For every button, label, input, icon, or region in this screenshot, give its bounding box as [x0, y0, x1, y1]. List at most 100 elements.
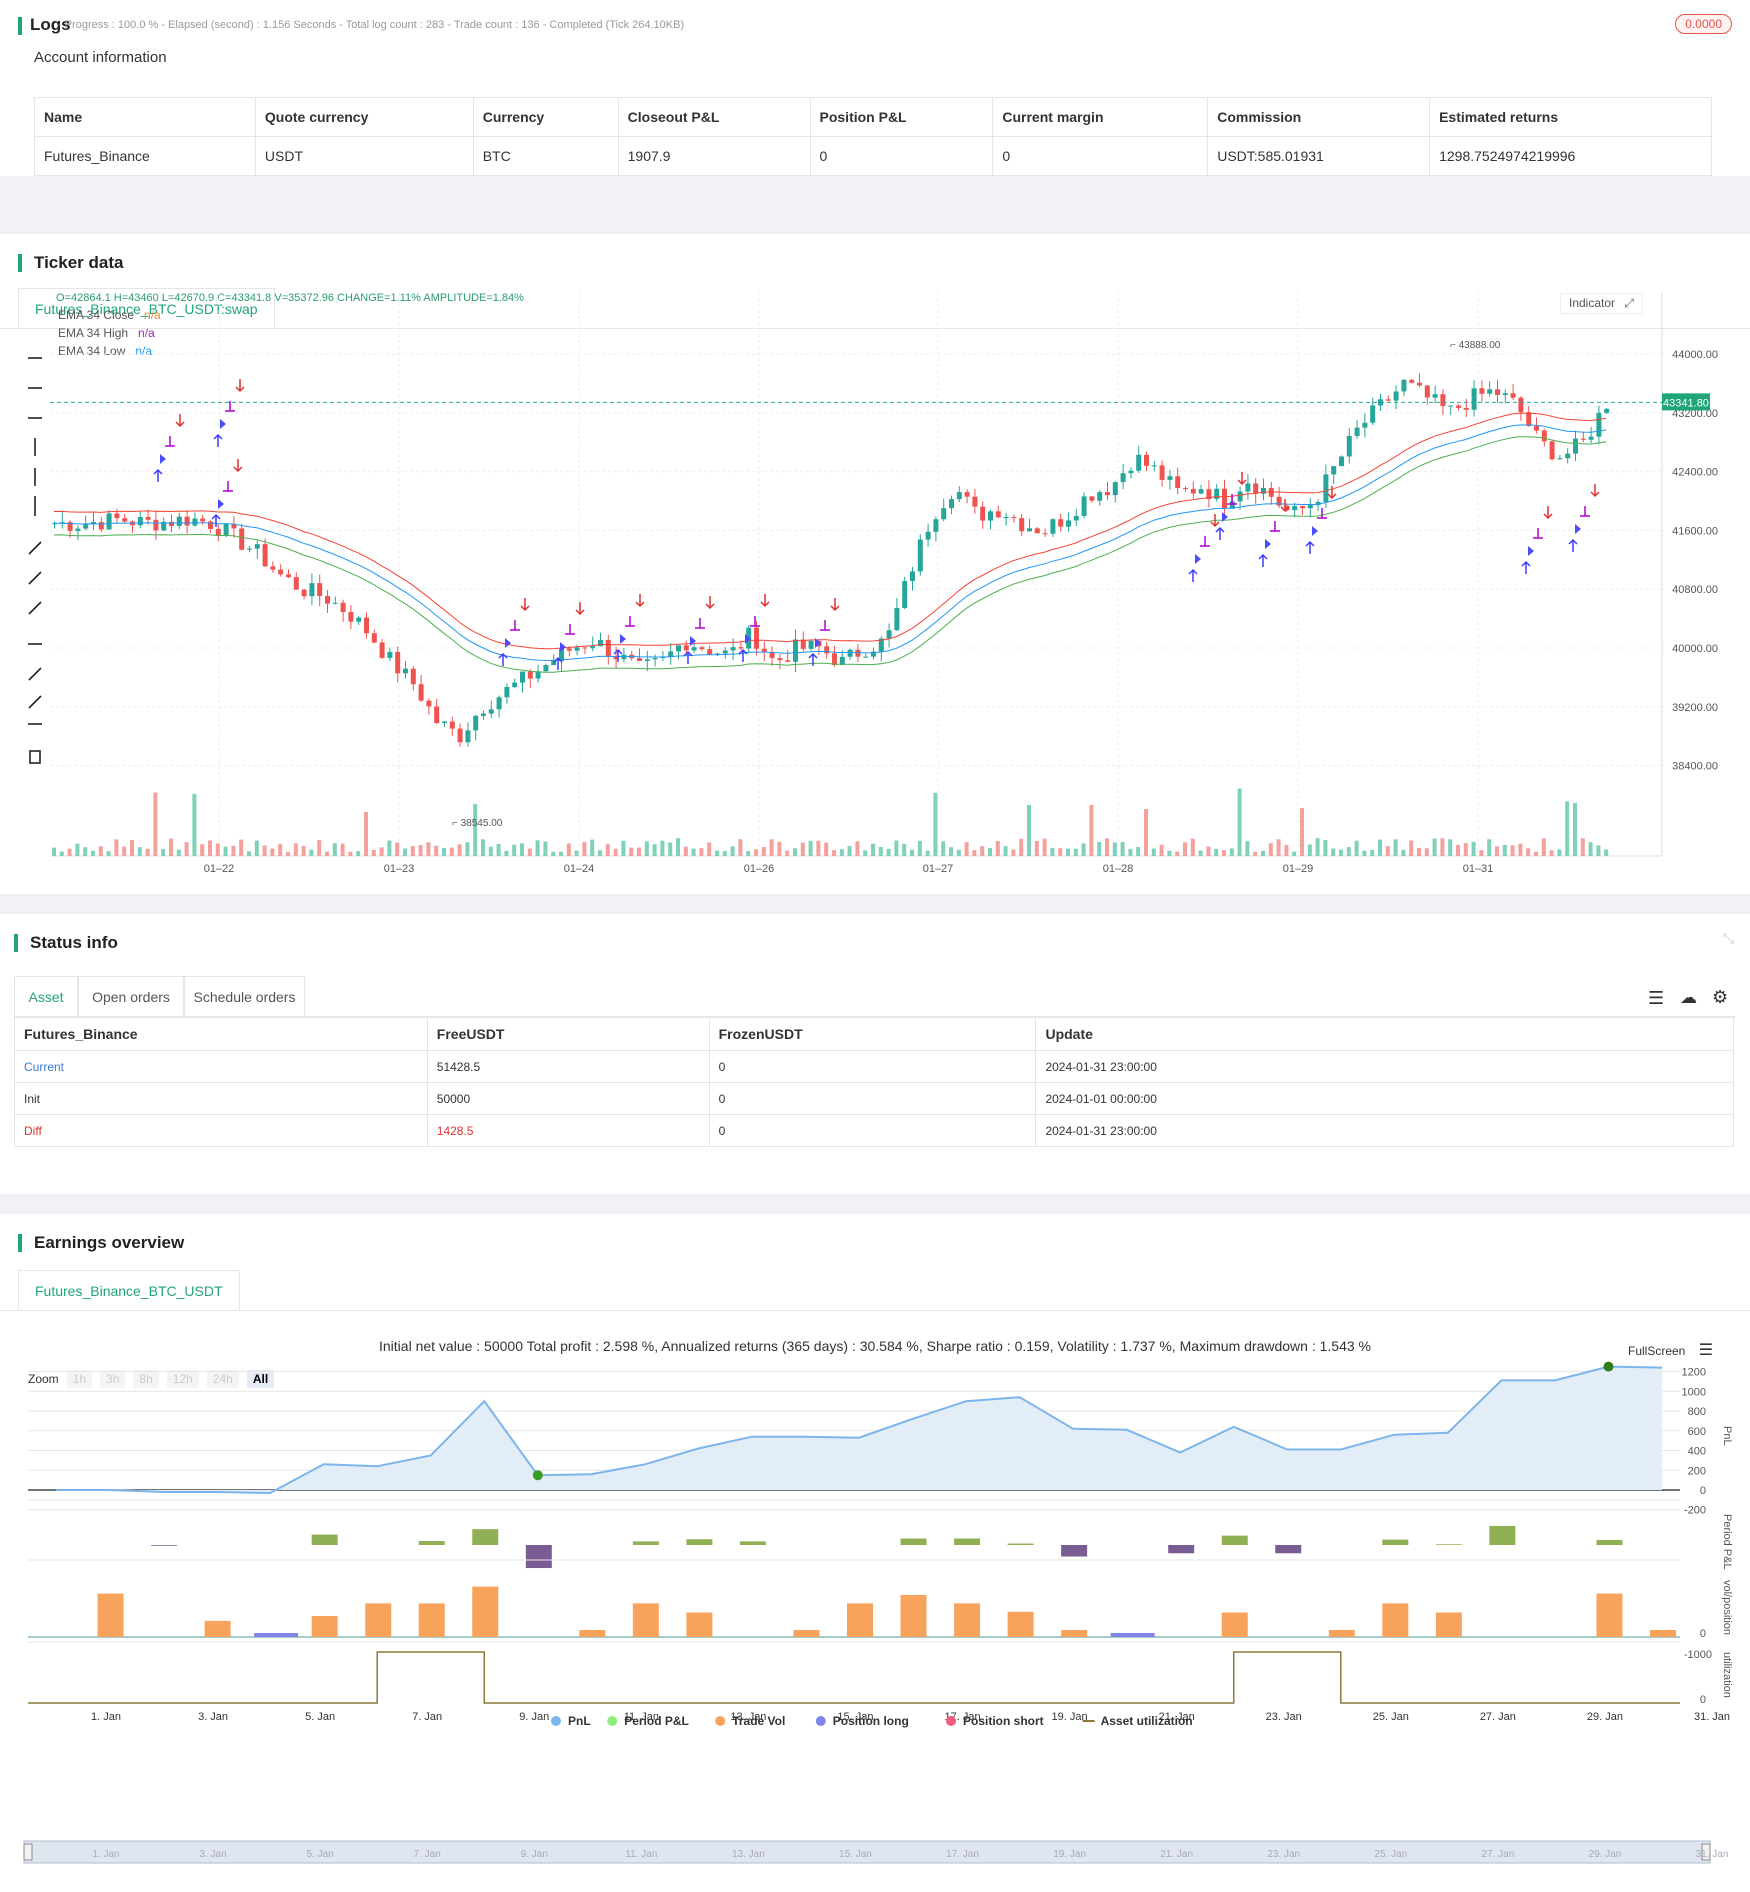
volume-bar [161, 849, 166, 856]
status-tab[interactable]: Open orders [78, 976, 184, 1016]
status-tab[interactable]: Schedule orders [184, 976, 305, 1016]
account-table: Name Quote currency Currency Closeout P&L Po… [34, 97, 1712, 176]
legend-item[interactable]: Position short [946, 1714, 1044, 1728]
list-icon[interactable]: ☰ [1648, 988, 1665, 1008]
volume-bar [192, 793, 197, 856]
candle-body [1541, 430, 1547, 442]
candle-body [964, 492, 970, 497]
pnl-tick: 600 [1688, 1426, 1706, 1438]
legend-label: Position long [833, 1714, 909, 1728]
candle-body [793, 639, 798, 662]
candlestick-chart[interactable]: 44000.00 43200.00 42400.00 41600.00 40800.00… [0, 234, 1750, 894]
legend-item[interactable]: Position long [815, 1714, 909, 1728]
candle-body [1401, 379, 1407, 392]
volume-bar [1159, 844, 1164, 856]
candle-body [114, 513, 120, 519]
menu-icon[interactable]: ☰ [1698, 1342, 1714, 1359]
volume-bar [621, 840, 626, 856]
zoom-option[interactable]: All [246, 1370, 275, 1388]
candle-body [293, 577, 299, 590]
zoom-option[interactable]: 3h [100, 1370, 126, 1388]
date-tick: 3. Jan [198, 1711, 228, 1723]
candle-body [1565, 453, 1571, 459]
tab-ticker-swap[interactable]: Futures_Binance_BTC_USDT:swap [18, 288, 275, 328]
candle-body [278, 569, 284, 575]
candle-body [933, 519, 939, 532]
volume-bar [543, 841, 548, 856]
volume-bar [1339, 849, 1343, 856]
candle-body [956, 492, 962, 500]
fib-fan-icon[interactable] [28, 695, 42, 709]
status-tab[interactable]: Asset [14, 976, 78, 1016]
legend-label: Position short [963, 1714, 1044, 1728]
legend-item[interactable]: Asset utilization [1082, 1714, 1193, 1728]
volume-bar [145, 848, 150, 856]
volume-bar [1448, 839, 1453, 856]
volume-bar [348, 851, 353, 856]
volume-bar [1588, 842, 1593, 856]
close-marker [695, 618, 705, 629]
earnings-tab-rule [0, 1310, 1750, 1311]
trash-icon[interactable] [29, 750, 41, 764]
candle-body [1300, 506, 1305, 509]
volume-bar [1370, 849, 1375, 856]
tab-earnings[interactable]: Futures_Binance_BTC_USDT [18, 1270, 240, 1310]
candle-body [52, 523, 57, 525]
candle-body [145, 516, 151, 520]
volume-bar [1112, 842, 1117, 856]
volume-bar [1237, 788, 1242, 856]
asset-cell: Diff [14, 1114, 428, 1147]
volume-bar [769, 839, 774, 856]
zoom-option[interactable]: 12h [166, 1370, 199, 1388]
zoom-option[interactable]: 24h [206, 1370, 239, 1388]
zoom-option[interactable]: 1h [66, 1370, 93, 1388]
candle-body [286, 574, 291, 578]
trend-line-icon[interactable] [28, 541, 42, 555]
parallel-channel-icon[interactable] [28, 667, 42, 681]
candle-body [785, 660, 791, 662]
volume-bar [262, 845, 267, 856]
candle-body [481, 713, 486, 716]
candle-body [309, 583, 315, 597]
fullscreen-button[interactable]: FullScreen ☰ [1628, 1340, 1713, 1360]
navigator-handle-right[interactable] [1701, 1843, 1711, 1861]
cloud-download-icon[interactable]: ☁ [1680, 988, 1697, 1007]
candle-body [652, 658, 658, 660]
trend-ray-icon[interactable] [28, 571, 42, 585]
candle-body [215, 528, 221, 536]
settings-icon[interactable]: ⚙ [1712, 987, 1729, 1007]
buy-marker [745, 634, 751, 644]
volume-bar [1596, 845, 1601, 856]
account-col-header: Currency [472, 97, 619, 137]
legend-item[interactable]: PnL [551, 1714, 591, 1728]
volume-bar [1073, 848, 1078, 856]
volume-bar [777, 841, 782, 856]
earnings-chart[interactable]: 1200 1000 800 600 400 200 0 -200 PnL -1000 Period … [0, 1214, 1750, 1892]
util-zero-tick: 0 [1700, 1694, 1706, 1706]
account-col-header: Closeout P&L [617, 97, 811, 137]
volume-bar [442, 848, 446, 856]
legend-item[interactable]: Period P&L [607, 1714, 689, 1728]
logs-badge[interactable]: 0.0000 [1675, 14, 1732, 34]
trend-segment-icon[interactable] [28, 601, 42, 615]
close-marker [225, 401, 235, 412]
navigator-handle-left[interactable] [23, 1843, 33, 1861]
zoom-option[interactable]: 8h [133, 1370, 159, 1388]
indicator-button[interactable]: Indicator ⤢ [1560, 293, 1643, 314]
status-collapse-icon[interactable]: ⤡ [1722, 930, 1734, 946]
candle-body [169, 521, 174, 527]
candle-body [1510, 393, 1516, 398]
buy-arrow [553, 656, 563, 670]
trade-vol-bar [1328, 1630, 1355, 1637]
expand-icon[interactable]: ⤢ [1624, 296, 1634, 310]
volume-bar [184, 842, 189, 856]
candle-body [231, 523, 237, 529]
volume-bar [231, 845, 236, 856]
candle-body [1112, 482, 1118, 496]
asset-col-header: Futures_Binance [14, 1017, 428, 1051]
trade-vol-bar [311, 1616, 338, 1637]
volume-bar [1440, 838, 1445, 856]
asset-header-row: Futures_Binance FreeUSDT FrozenUSDT Update [14, 1017, 1734, 1051]
legend-item[interactable]: Trade Vol [715, 1714, 785, 1728]
volume-bar [590, 839, 595, 856]
